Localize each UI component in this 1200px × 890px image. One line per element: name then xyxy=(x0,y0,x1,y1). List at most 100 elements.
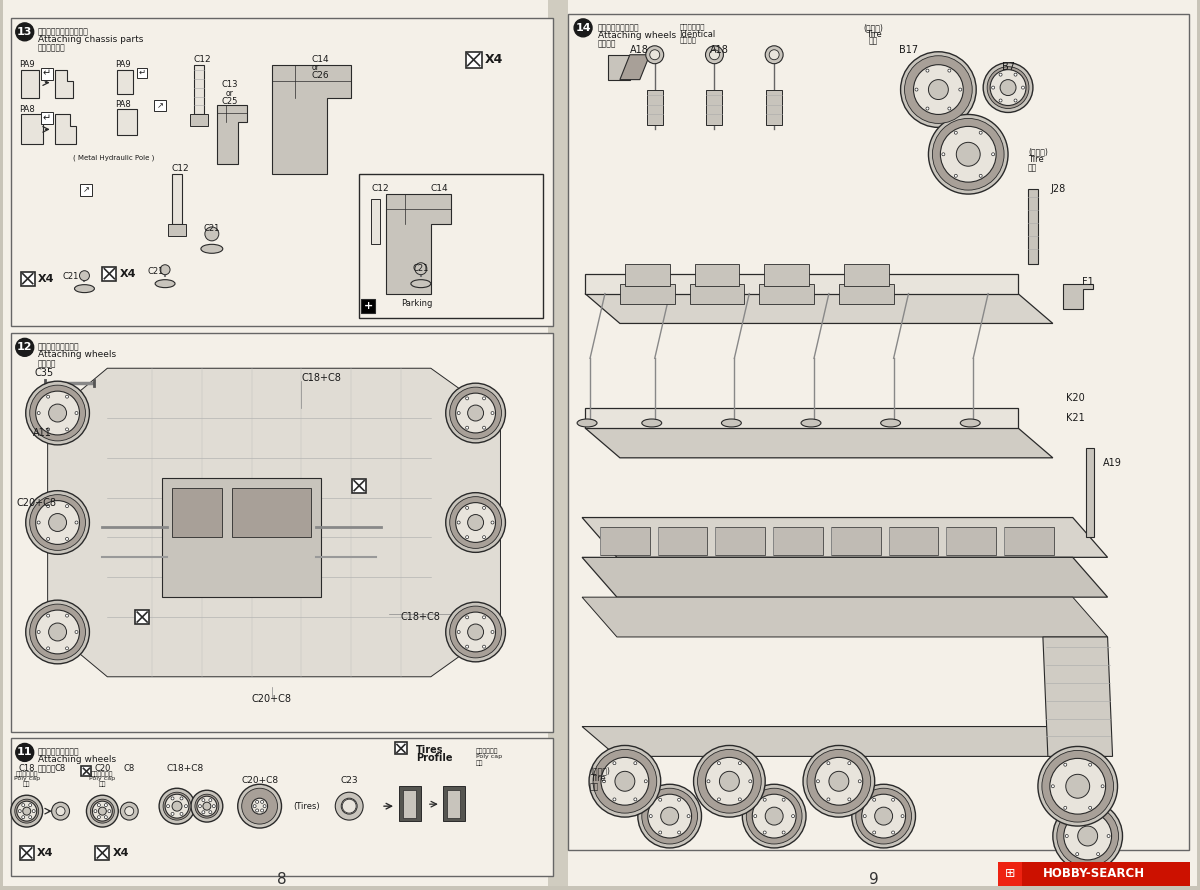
Bar xyxy=(168,224,186,236)
Ellipse shape xyxy=(881,419,900,427)
Text: C13: C13 xyxy=(222,79,238,89)
Circle shape xyxy=(160,264,170,275)
Circle shape xyxy=(649,814,653,818)
Text: ポリキャップ: ポリキャップ xyxy=(91,772,114,777)
Circle shape xyxy=(457,630,460,634)
Bar xyxy=(154,100,166,111)
Circle shape xyxy=(754,814,757,818)
Circle shape xyxy=(66,428,68,431)
Circle shape xyxy=(926,107,929,110)
Text: ↵: ↵ xyxy=(139,69,145,77)
Bar xyxy=(443,786,464,821)
Bar xyxy=(1004,528,1054,555)
Circle shape xyxy=(335,792,364,820)
Text: 輪組組装: 輪組組装 xyxy=(37,765,56,773)
Circle shape xyxy=(766,807,784,825)
Circle shape xyxy=(1088,764,1092,766)
Circle shape xyxy=(872,831,876,834)
Text: PA8: PA8 xyxy=(19,104,35,114)
Bar xyxy=(172,488,222,538)
Bar xyxy=(20,115,43,144)
Bar xyxy=(194,65,204,115)
Text: X4: X4 xyxy=(37,273,54,284)
Text: A11: A11 xyxy=(32,428,52,438)
Ellipse shape xyxy=(960,419,980,427)
Circle shape xyxy=(648,794,691,838)
Circle shape xyxy=(979,174,982,177)
Circle shape xyxy=(646,45,664,64)
Circle shape xyxy=(1014,73,1018,77)
Circle shape xyxy=(1014,99,1018,102)
Circle shape xyxy=(25,490,90,554)
Circle shape xyxy=(37,630,40,634)
Circle shape xyxy=(738,762,742,765)
Circle shape xyxy=(602,780,606,783)
Text: Tire: Tire xyxy=(590,774,606,783)
Text: Tires: Tires xyxy=(416,746,443,756)
Polygon shape xyxy=(586,428,1052,457)
Circle shape xyxy=(482,397,486,400)
Circle shape xyxy=(167,805,169,807)
Circle shape xyxy=(749,780,751,783)
Text: C18+C8: C18+C8 xyxy=(167,765,204,773)
Circle shape xyxy=(256,800,259,804)
Text: ホイールの取り付け: ホイールの取り付け xyxy=(37,748,79,756)
Circle shape xyxy=(256,809,259,812)
Bar xyxy=(137,68,148,77)
Circle shape xyxy=(990,69,1026,106)
Bar xyxy=(690,284,744,303)
Polygon shape xyxy=(386,194,451,294)
Text: シャーシ部品の取り付け: シャーシ部品の取り付け xyxy=(37,27,89,36)
Text: Profile: Profile xyxy=(416,754,452,764)
Text: Attaching wheels: Attaching wheels xyxy=(37,351,116,360)
Text: C12: C12 xyxy=(172,165,188,174)
Circle shape xyxy=(36,610,79,654)
Polygon shape xyxy=(54,115,77,144)
Circle shape xyxy=(491,630,494,634)
Circle shape xyxy=(1052,801,1122,870)
Circle shape xyxy=(959,88,961,91)
Circle shape xyxy=(163,792,191,820)
Text: A19: A19 xyxy=(1103,457,1122,468)
Circle shape xyxy=(979,131,982,134)
Circle shape xyxy=(827,798,830,801)
Circle shape xyxy=(108,810,110,813)
Circle shape xyxy=(948,107,950,110)
Text: 輪胎: 輪胎 xyxy=(869,36,878,45)
Text: PA9: PA9 xyxy=(115,60,131,69)
Text: (タイヤ): (タイヤ) xyxy=(864,23,883,32)
Circle shape xyxy=(166,794,188,818)
Circle shape xyxy=(707,780,710,783)
Circle shape xyxy=(1097,816,1099,820)
Text: 厚着: 厚着 xyxy=(475,760,484,766)
Circle shape xyxy=(160,789,194,824)
Circle shape xyxy=(104,804,107,806)
Circle shape xyxy=(36,500,79,545)
Circle shape xyxy=(202,811,205,813)
Text: ↗: ↗ xyxy=(156,101,163,110)
Bar xyxy=(844,263,889,286)
Circle shape xyxy=(457,411,460,415)
Circle shape xyxy=(718,798,720,801)
Polygon shape xyxy=(54,69,72,98)
Circle shape xyxy=(450,387,502,439)
Text: C18: C18 xyxy=(18,765,35,773)
Circle shape xyxy=(466,616,469,619)
Circle shape xyxy=(263,805,266,807)
Polygon shape xyxy=(48,368,500,676)
Circle shape xyxy=(23,807,31,815)
Text: Parking: Parking xyxy=(401,298,432,308)
Circle shape xyxy=(260,800,264,804)
Circle shape xyxy=(638,784,702,848)
Circle shape xyxy=(642,789,697,844)
Circle shape xyxy=(1108,835,1110,837)
Text: Identical: Identical xyxy=(679,30,716,39)
Text: Poly cap: Poly cap xyxy=(89,776,115,781)
Circle shape xyxy=(94,810,97,813)
Ellipse shape xyxy=(721,419,742,427)
Bar xyxy=(620,284,674,303)
Text: C21: C21 xyxy=(413,263,430,272)
Circle shape xyxy=(86,795,119,827)
Circle shape xyxy=(1075,853,1079,855)
Circle shape xyxy=(991,153,995,156)
